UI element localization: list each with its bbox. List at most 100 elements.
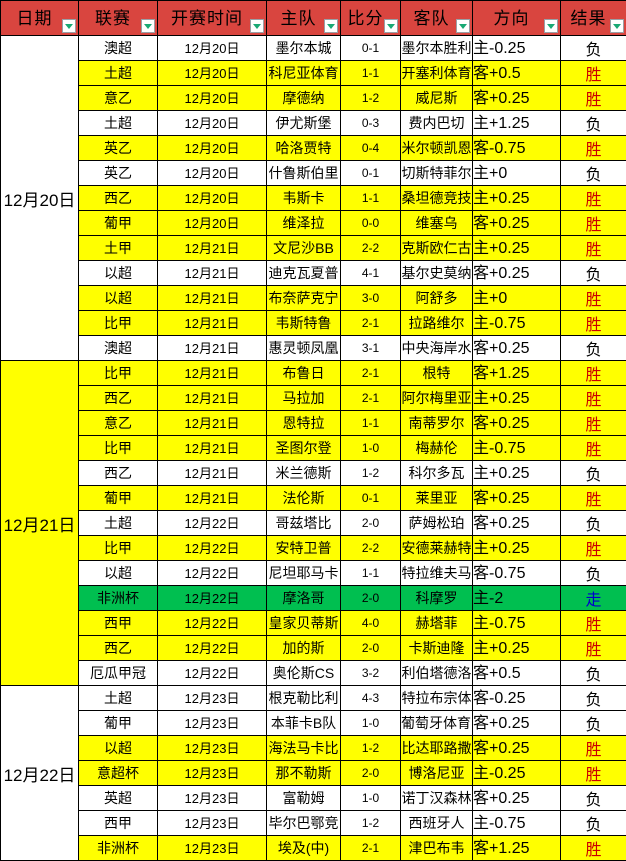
- chevron-down-icon: [613, 24, 621, 29]
- cell-text: 12月20日: [158, 39, 266, 58]
- cell-text: 比甲: [79, 439, 157, 458]
- cell-away: 维塞乌: [401, 211, 473, 236]
- cell-text: 海法马卡比: [267, 739, 340, 758]
- cell-away: 米尔顿凯恩: [401, 136, 473, 161]
- cell-text: 1-0: [341, 789, 400, 808]
- cell-away: 诺丁汉森林: [401, 786, 473, 811]
- cell-text: 12月21日: [158, 414, 266, 433]
- column-header-score[interactable]: 比分: [341, 1, 401, 36]
- cell-dir: 主-0.75: [473, 811, 561, 836]
- cell-dir: 客-0.25: [473, 686, 561, 711]
- filter-dropdown-icon[interactable]: [62, 19, 76, 33]
- filter-dropdown-icon[interactable]: [610, 19, 624, 33]
- cell-time: 12月21日: [158, 236, 267, 261]
- cell-text: 科尼亚体育: [267, 64, 340, 83]
- cell-league: 葡甲: [79, 711, 158, 736]
- filter-dropdown-icon[interactable]: [324, 19, 338, 33]
- cell-result: 负: [561, 811, 626, 836]
- cell-away: 赫塔菲: [401, 611, 473, 636]
- filter-dropdown-icon[interactable]: [141, 19, 155, 33]
- cell-text: 西班牙人: [401, 814, 472, 833]
- cell-dir: 客+0.25: [473, 261, 561, 286]
- cell-score: 2-0: [341, 586, 401, 611]
- cell-text: 12月23日: [158, 739, 266, 758]
- cell-text: 非洲杯: [79, 589, 157, 608]
- cell-text: 0-1: [341, 489, 400, 508]
- cell-league: 以超: [79, 561, 158, 586]
- cell-away: 根特: [401, 361, 473, 386]
- cell-text: 4-1: [341, 264, 400, 283]
- filter-dropdown-icon[interactable]: [250, 19, 264, 33]
- cell-away: 克斯欧仁古: [401, 236, 473, 261]
- cell-text: 12月23日: [158, 714, 266, 733]
- cell-away: 萨姆松珀: [401, 511, 473, 536]
- cell-league: 土超: [79, 111, 158, 136]
- column-header-away[interactable]: 客队: [401, 1, 473, 36]
- cell-text: 客+0.25: [473, 89, 560, 108]
- cell-result: 胜: [561, 611, 626, 636]
- filter-dropdown-icon[interactable]: [384, 19, 398, 33]
- cell-text: 法伦斯: [267, 489, 340, 508]
- cell-home: 文尼沙BB: [267, 236, 341, 261]
- cell-text: 埃及(中): [267, 839, 340, 858]
- cell-text: 12月23日: [158, 839, 266, 858]
- cell-text: 哥兹塔比: [267, 514, 340, 533]
- cell-time: 12月22日: [158, 536, 267, 561]
- cell-time: 12月21日: [158, 461, 267, 486]
- cell-dir: 主+0.25: [473, 386, 561, 411]
- cell-time: 12月21日: [158, 336, 267, 361]
- column-header-league[interactable]: 联赛: [79, 1, 158, 36]
- column-header-result[interactable]: 结果: [561, 1, 626, 36]
- cell-time: 12月21日: [158, 386, 267, 411]
- filter-dropdown-icon[interactable]: [456, 19, 470, 33]
- column-header-date[interactable]: 日期: [1, 1, 79, 36]
- cell-text: 意乙: [79, 89, 157, 108]
- cell-text: 12月20日: [158, 89, 266, 108]
- cell-result: 胜: [561, 236, 626, 261]
- cell-away: 葡萄牙体育B: [401, 711, 473, 736]
- cell-text: 根特: [401, 364, 472, 383]
- column-header-home[interactable]: 主队: [267, 1, 341, 36]
- cell-dir: 客+0.25: [473, 411, 561, 436]
- column-header-dir[interactable]: 方向: [473, 1, 561, 36]
- column-header-time[interactable]: 开赛时间: [158, 1, 267, 36]
- cell-text: 土超: [79, 64, 157, 83]
- filter-dropdown-icon[interactable]: [544, 19, 558, 33]
- cell-league: 西乙: [79, 186, 158, 211]
- header-row: 日期联赛开赛时间主队比分客队方向结果: [1, 1, 626, 36]
- cell-text: 伊尤斯堡: [267, 114, 340, 133]
